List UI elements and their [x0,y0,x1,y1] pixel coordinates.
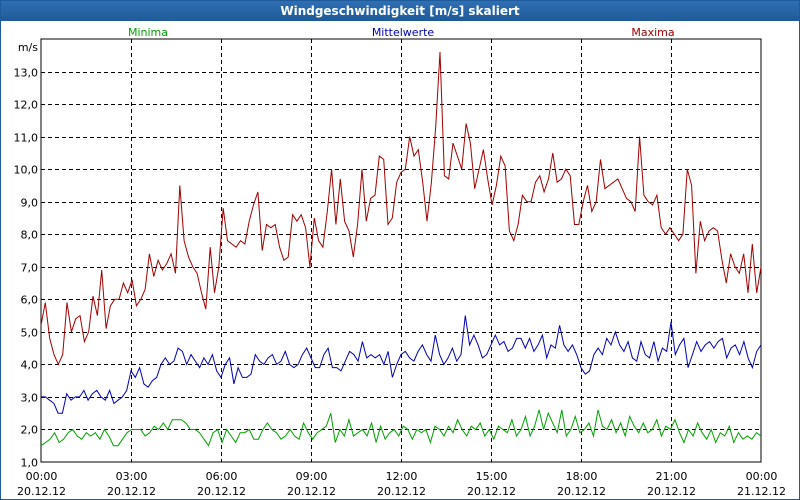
y-tick-label: 13,0 [14,67,39,80]
x-tick-time: 00:00 [26,470,58,483]
x-tick-time: 00:00 [746,470,778,483]
y-tick-label: 5,0 [21,327,39,340]
y-tick-label: 7,0 [21,262,39,275]
y-tick-label: 3,0 [21,392,39,405]
chart-title: Windgeschwindigkeit [m/s] skaliert [1,1,799,21]
legend-mittelwerte: Mittelwerte [372,26,435,39]
x-tick-time: 21:00 [656,470,688,483]
y-axis-label: m/s [18,41,38,54]
x-tick-time: 09:00 [296,470,328,483]
grid [41,39,761,462]
x-tick-date: 20.12.12 [467,485,516,498]
x-tick-date: 20.12.12 [377,485,426,498]
series-line-minima [40,409,762,447]
y-tick-label: 4,0 [21,359,39,372]
y-tick-label: 1,0 [21,457,39,470]
series-line-maxima [40,51,762,366]
x-tick-date: 20.12.12 [17,485,66,498]
y-tick-label: 2,0 [21,424,39,437]
series-line-mittelwerte [41,315,762,414]
x-tick-time: 18:00 [566,470,598,483]
x-tick-date: 20.12.12 [287,485,336,498]
y-tick-label: 10,0 [14,164,39,177]
y-tick-label: 12,0 [14,99,39,112]
x-tick-date: 20.12.12 [647,485,696,498]
x-tick-date: 21.12.12 [737,485,786,498]
x-tick-time: 15:00 [476,470,508,483]
y-tick-label: 9,0 [21,197,39,210]
legend: Minima Mittelwerte Maxima [128,26,675,39]
x-tick-time: 06:00 [206,470,238,483]
x-tick-time: 03:00 [116,470,148,483]
y-tick-label: 6,0 [21,294,39,307]
x-tick-date: 20.12.12 [197,485,246,498]
y-tick-label: 11,0 [14,132,39,145]
plot-area-border [40,38,762,463]
y-tick-label: 8,0 [21,229,39,242]
legend-maxima: Maxima [631,26,674,39]
series-layer [40,51,762,447]
axes: 1,0 2,0 3,0 4,0 5,0 6,0 7,0 8,0 9,0 10,0 11,0 12,0 1… [14,38,786,498]
x-tick-date: 20.12.12 [107,485,156,498]
x-tick-date: 20.12.12 [557,485,606,498]
legend-minima: Minima [128,26,168,39]
x-tick-time: 12:00 [386,470,418,483]
